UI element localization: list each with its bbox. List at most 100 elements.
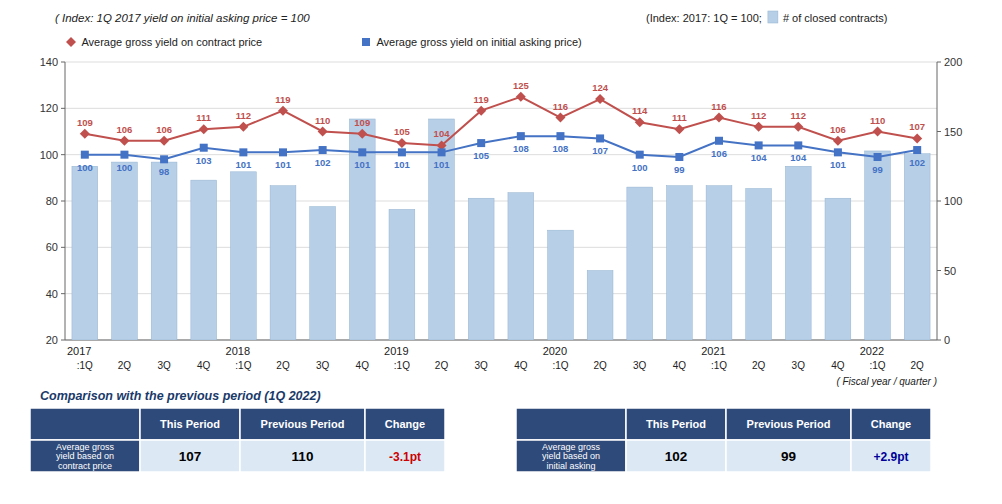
bar	[627, 187, 653, 340]
point	[793, 122, 803, 132]
grid-line	[65, 108, 937, 109]
bar	[825, 198, 851, 340]
table-header: Change	[385, 418, 425, 430]
point	[834, 148, 842, 156]
point	[397, 138, 407, 148]
table-header: Previous Period	[261, 418, 345, 430]
point	[160, 155, 168, 163]
year-label: 2021	[701, 345, 725, 357]
x-tick-label: 2Q	[911, 360, 925, 371]
data-label: 106	[830, 124, 846, 135]
point	[398, 148, 406, 156]
table-label: Average grossyield based oninitial askin…	[542, 442, 600, 471]
data-label: 114	[632, 105, 648, 116]
bar	[72, 166, 98, 340]
table-header-cell	[726, 408, 851, 440]
x-tick-label: :1Q	[235, 360, 251, 371]
bar	[587, 271, 613, 341]
data-label: 110	[870, 115, 885, 126]
table-cell	[626, 440, 726, 472]
table-value: 110	[292, 449, 314, 464]
point	[675, 153, 683, 161]
x-tick-label: 3Q	[475, 360, 489, 371]
point	[477, 139, 485, 147]
point	[516, 92, 526, 102]
y-tick	[61, 154, 65, 155]
year-label: 2017	[67, 345, 91, 357]
table-value: +2.9pt	[873, 450, 908, 464]
data-label: 106	[156, 124, 172, 135]
point	[238, 122, 248, 132]
point	[239, 148, 247, 156]
data-label: 109	[77, 117, 93, 128]
table-cell	[726, 440, 851, 472]
legend-label: # of closed contracts)	[780, 12, 888, 24]
point	[674, 124, 684, 134]
y-tick-label: 100	[40, 149, 58, 161]
point	[754, 122, 764, 132]
data-label: 101	[830, 159, 847, 170]
comparison-title: Comparison with the previous period (1Q …	[40, 389, 321, 403]
x-tick-label: 2Q	[118, 360, 132, 371]
point	[358, 148, 366, 156]
y-tick-label: 80	[46, 195, 58, 207]
axes: 20406080100120140050100150200	[40, 56, 963, 346]
point	[200, 144, 208, 152]
data-label: 101	[394, 159, 411, 170]
x-axis-title: ( Fiscal year / quarter )	[836, 376, 937, 387]
data-label: 125	[513, 80, 530, 91]
y2-tick	[937, 340, 941, 341]
table-cell	[851, 440, 931, 472]
y-tick-label: 20	[46, 334, 58, 346]
point	[794, 141, 802, 149]
plot-area	[72, 92, 930, 340]
x-tick-label: 4Q	[356, 360, 370, 371]
y-tick	[61, 62, 65, 63]
bar	[230, 172, 256, 340]
grid-line	[65, 62, 937, 63]
data-label: 107	[592, 145, 608, 156]
point	[438, 148, 446, 156]
bar	[666, 186, 692, 340]
point	[159, 136, 169, 146]
bar	[270, 186, 296, 340]
grid	[65, 62, 937, 340]
table-label-line: Average gross	[56, 442, 114, 452]
table-header-cell	[851, 408, 931, 440]
table-value: -3.1pt	[389, 450, 421, 464]
data-label: 106	[711, 148, 727, 159]
point	[636, 151, 644, 159]
data-label: 119	[474, 94, 489, 105]
table-header: This Period	[160, 418, 220, 430]
year-label: 2018	[226, 345, 250, 357]
year-label: 2022	[860, 345, 884, 357]
bar	[865, 151, 891, 340]
data-label: 101	[275, 159, 292, 170]
x-tick-label: 3Q	[316, 360, 330, 371]
table-header: Change	[871, 418, 911, 430]
table: This PeriodPrevious PeriodChangeAverage …	[516, 408, 931, 472]
data-label: 119	[275, 94, 290, 105]
data-label: 116	[553, 101, 568, 112]
x-tick-label: 4Q	[831, 360, 845, 371]
table-header-cell	[240, 408, 365, 440]
table-header-cell	[626, 408, 726, 440]
data-label: 109	[354, 117, 370, 128]
data-label: 111	[672, 112, 688, 123]
x-tick-label: 4Q	[197, 360, 211, 371]
point	[119, 136, 129, 146]
point	[755, 141, 763, 149]
data-label: 124	[592, 82, 609, 93]
point	[874, 153, 882, 161]
y2-tick	[937, 270, 941, 271]
data-label: 116	[711, 101, 726, 112]
bar	[389, 209, 415, 340]
point	[912, 133, 922, 143]
point	[80, 129, 90, 139]
subtitle: ( Index: 1Q 2017 yield on initial asking…	[55, 12, 310, 24]
line	[85, 97, 917, 146]
table-header-cell	[30, 408, 140, 440]
point	[319, 146, 327, 154]
y-tick	[61, 201, 65, 202]
x-tick-label: :1Q	[552, 360, 568, 371]
